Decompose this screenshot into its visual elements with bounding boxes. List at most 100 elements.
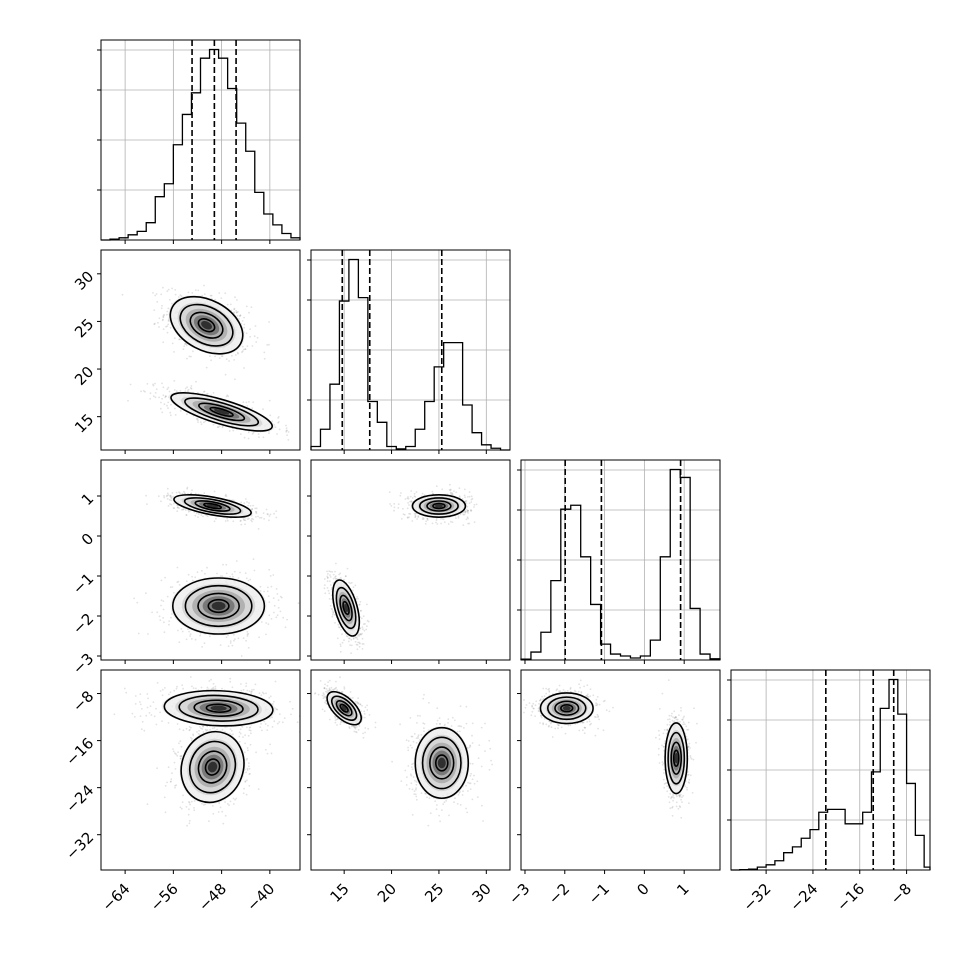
sample-point [275, 516, 278, 519]
sample-point [179, 806, 182, 809]
sample-point [193, 800, 196, 802]
sample-point [248, 765, 250, 768]
sample-point [139, 715, 142, 717]
sample-point [162, 600, 165, 602]
sample-point [182, 508, 185, 510]
sample-point [152, 292, 154, 294]
sample-point [262, 436, 265, 439]
sample-point [241, 351, 243, 354]
sample-point [192, 734, 195, 737]
sample-point [176, 510, 179, 513]
sample-point [162, 341, 165, 344]
sample-point [268, 399, 271, 402]
sample-point [262, 692, 265, 695]
sample-point [245, 305, 248, 308]
sample-point [147, 633, 149, 635]
sample-point [402, 507, 404, 510]
sample-point [407, 496, 409, 498]
sample-point [246, 518, 249, 520]
sample-point [248, 767, 251, 770]
sample-point [188, 355, 191, 358]
sample-point [147, 697, 150, 700]
sample-point [180, 807, 183, 810]
sample-point [233, 570, 236, 573]
sample-point [185, 344, 188, 347]
sample-point [264, 748, 267, 751]
sample-point [206, 729, 209, 731]
panel-frame [520, 459, 721, 661]
sample-point [276, 708, 279, 711]
sample-point [166, 492, 169, 495]
sample-point [188, 822, 191, 825]
sample-point [212, 682, 215, 685]
sample-point [278, 721, 281, 723]
sample-point [263, 590, 265, 593]
density-level-1-4 [214, 409, 230, 415]
sample-point [245, 682, 248, 685]
sample-point [468, 495, 471, 498]
sample-point [236, 351, 239, 354]
sample-point [431, 490, 434, 493]
sample-point [168, 299, 171, 301]
sample-point [273, 720, 276, 723]
sample-point [254, 683, 257, 686]
sample-point [169, 494, 172, 497]
sample-point [232, 520, 235, 523]
sample-point [159, 619, 162, 621]
sample-point [162, 386, 165, 389]
sample-point [426, 519, 429, 521]
sample-point [234, 798, 237, 801]
sample-point [248, 502, 250, 504]
sample-point [237, 310, 239, 313]
sample-point [171, 772, 173, 775]
sample-point [393, 509, 395, 512]
sample-point [188, 729, 191, 732]
sample-point [164, 576, 167, 579]
sample-point [202, 731, 205, 733]
sample-point [199, 725, 201, 728]
sample-point [251, 689, 253, 691]
sample-point [246, 405, 249, 407]
sample-point [227, 645, 230, 648]
sample-point [190, 800, 193, 803]
sample-point [184, 343, 186, 345]
sample-point [246, 747, 249, 749]
sample-point [285, 429, 288, 432]
sample-point [216, 572, 218, 575]
sample-point [226, 803, 229, 805]
sample-point [168, 498, 171, 501]
contour-1-3 [207, 598, 230, 614]
sample-point [257, 515, 259, 518]
sample-point [239, 732, 242, 735]
sample-point [233, 311, 236, 314]
sample-point [139, 693, 142, 695]
sample-point [252, 401, 255, 403]
sample-point [183, 345, 186, 347]
sample-point [183, 492, 186, 494]
sample-point [235, 311, 238, 314]
sample-point [221, 426, 224, 429]
sample-point [246, 769, 249, 771]
sample-point [270, 585, 273, 588]
sample-point [246, 689, 249, 692]
sample-point [268, 432, 270, 435]
sample-point [244, 734, 247, 737]
sample-point [206, 515, 209, 518]
sample-point [219, 644, 222, 646]
sample-point [158, 615, 161, 618]
sample-point [154, 294, 157, 297]
sample-point [467, 512, 469, 514]
sample-point [238, 735, 241, 738]
sample-point [463, 513, 466, 516]
sample-point [165, 395, 167, 398]
sample-point [241, 350, 244, 352]
sample-point [276, 722, 279, 725]
contour-1-2 [197, 592, 240, 620]
sample-point [471, 497, 474, 500]
sample-point [178, 338, 181, 341]
sample-point [155, 707, 157, 710]
sample-point [196, 418, 198, 421]
sample-point [265, 622, 268, 624]
sample-point [248, 517, 250, 520]
sample-point [416, 518, 418, 520]
